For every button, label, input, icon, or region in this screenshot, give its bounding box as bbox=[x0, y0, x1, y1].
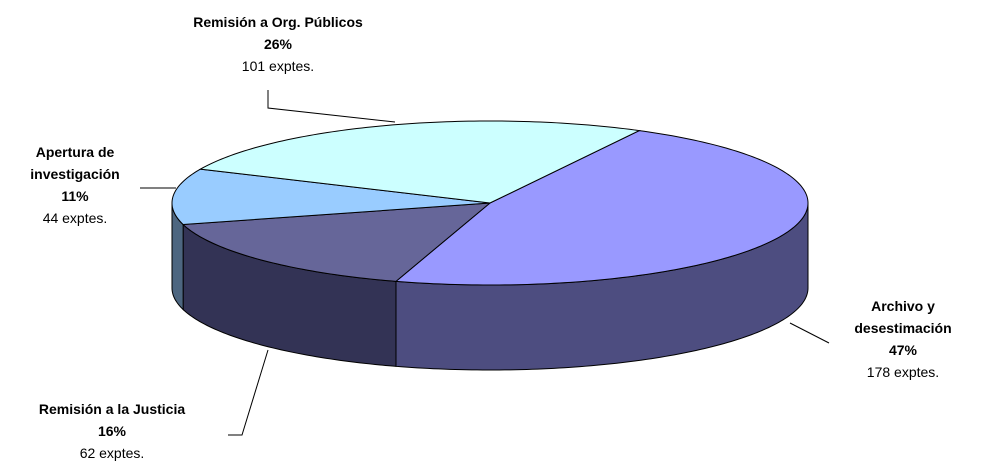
slice bbox=[171, 168, 491, 226]
category-label: Archivo y desestimación bbox=[854, 298, 952, 336]
percent-label: 26% bbox=[263, 36, 293, 52]
slice bbox=[394, 130, 809, 286]
slice-label: Archivo y desestimación 47% 178 exptes. bbox=[843, 295, 963, 383]
percent-label: 16% bbox=[97, 423, 127, 439]
category-label: Apertura de investigación bbox=[30, 144, 120, 182]
count-label: 178 exptes. bbox=[866, 364, 940, 380]
category-label: Remisión a la Justicia bbox=[38, 401, 186, 417]
leader-line bbox=[267, 90, 396, 123]
slice bbox=[198, 120, 642, 204]
slice bbox=[181, 202, 492, 282]
slice-label: Remisión a Org. Públicos 26% 101 exptes. bbox=[118, 11, 438, 77]
leader-line bbox=[228, 349, 269, 436]
leader-line bbox=[789, 322, 830, 344]
slice-label: Apertura de investigación 11% 44 exptes. bbox=[15, 141, 135, 229]
percent-label: 47% bbox=[888, 342, 918, 358]
count-label: 62 exptes. bbox=[79, 445, 145, 461]
category-label: Remisión a Org. Públicos bbox=[193, 14, 363, 30]
count-label: 44 exptes. bbox=[42, 210, 108, 226]
slice-label: Remisión a la Justicia 16% 62 exptes. bbox=[0, 398, 242, 464]
percent-label: 11% bbox=[61, 188, 89, 204]
count-label: 101 exptes. bbox=[241, 58, 315, 74]
